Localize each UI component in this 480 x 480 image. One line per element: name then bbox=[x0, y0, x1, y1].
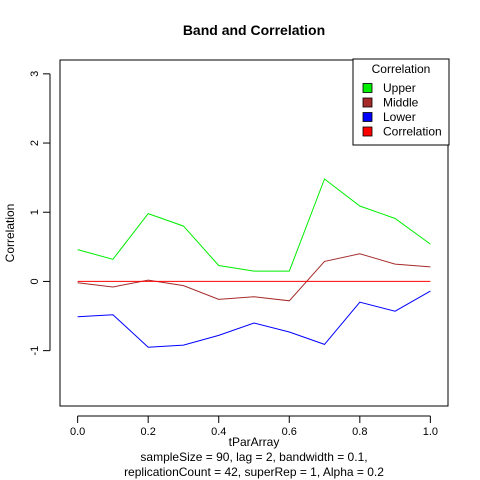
legend-swatch-lower bbox=[362, 112, 373, 122]
x-tick-label: 0.4 bbox=[211, 426, 226, 438]
legend-label-middle: Middle bbox=[383, 96, 419, 110]
series-line-upper bbox=[77, 178, 431, 272]
y-axis-title: Correlation bbox=[3, 204, 17, 263]
legend-swatch-middle bbox=[362, 97, 373, 108]
y-tick-label: -1 bbox=[29, 346, 41, 356]
x-axis: 0.0 0.2 0.4 0.6 0.8 1.0 bbox=[70, 415, 438, 438]
subtitle-line-2: replicationCount = 42, superRep = 1, Alp… bbox=[124, 465, 384, 479]
x-tick-label: 0.2 bbox=[141, 426, 156, 438]
chart-title: Band and Correlation bbox=[183, 22, 325, 38]
legend-title: Correlation bbox=[372, 62, 431, 76]
legend-swatch-upper bbox=[362, 83, 373, 93]
x-axis-title: tParArray bbox=[229, 435, 280, 449]
x-tick-label: 1.0 bbox=[423, 426, 438, 438]
legend-label-upper: Upper bbox=[383, 81, 416, 95]
subtitle-line-1: sampleSize = 90, lag = 2, bandwidth = 0.… bbox=[140, 450, 367, 464]
y-tick-label: 3 bbox=[29, 71, 41, 77]
y-axis: -1 0 1 2 3 bbox=[29, 71, 51, 356]
legend-swatch-correlation bbox=[362, 126, 373, 137]
x-tick-label: 0.0 bbox=[70, 426, 85, 438]
legend-label-lower: Lower bbox=[383, 110, 416, 124]
y-tick-label: 1 bbox=[29, 209, 41, 215]
x-tick-label: 0.6 bbox=[282, 426, 297, 438]
series-line-lower bbox=[77, 290, 431, 348]
plot-area bbox=[59, 59, 449, 407]
y-tick-label: 0 bbox=[29, 278, 41, 284]
plot-frame bbox=[59, 59, 449, 407]
legend-label-correlation: Correlation bbox=[383, 125, 442, 139]
series-layer bbox=[77, 178, 431, 348]
x-tick-label: 0.8 bbox=[352, 426, 367, 438]
y-tick-label: 2 bbox=[29, 140, 41, 146]
series-line-middle bbox=[77, 253, 431, 302]
